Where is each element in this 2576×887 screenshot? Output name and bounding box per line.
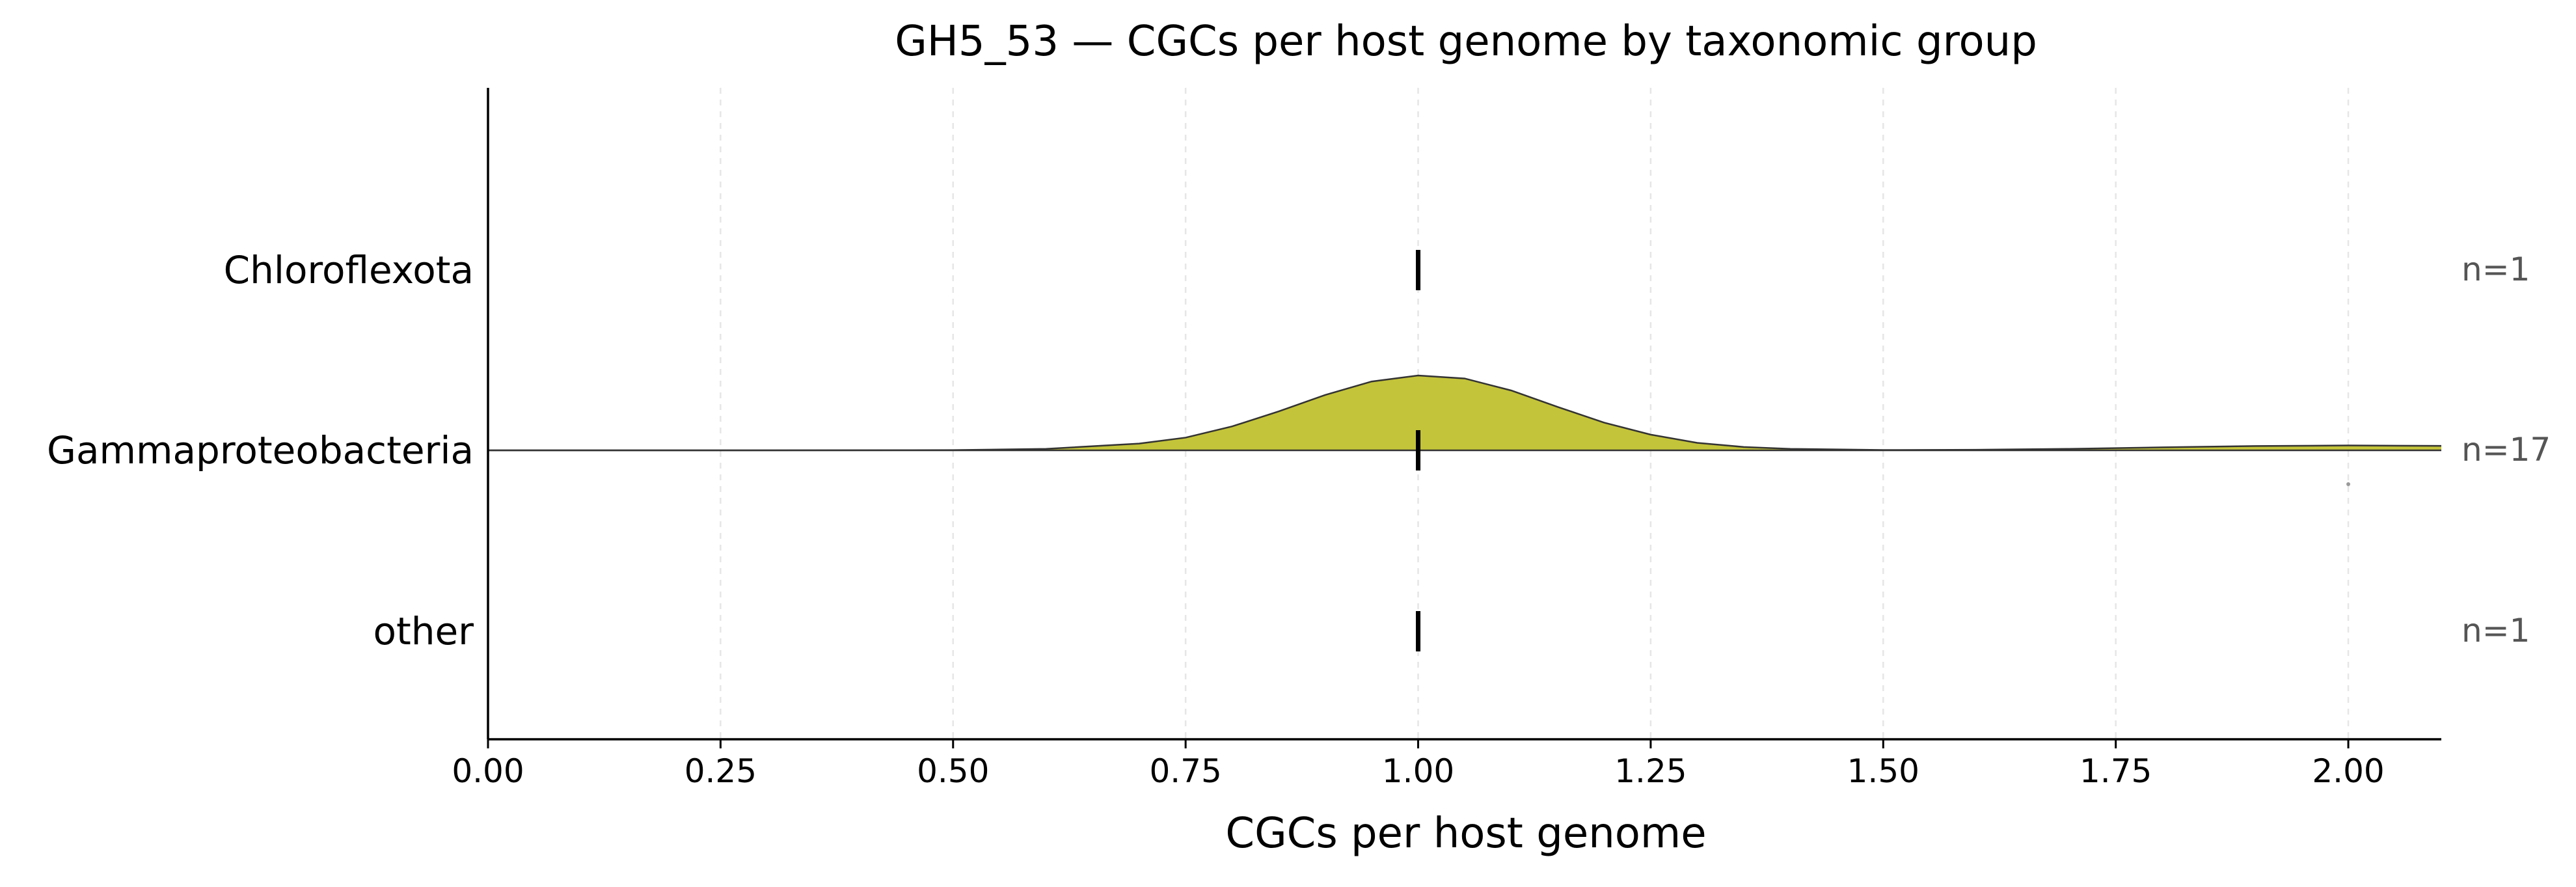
n-count-label-gammaproteobacteria: n=17 <box>2461 431 2551 469</box>
y-category-label-chloroflexota: Chloroflexota <box>224 248 474 292</box>
ridge-layer <box>488 250 2442 651</box>
data-point-gammaproteobacteria <box>2346 482 2351 486</box>
x-tick-label: 2.00 <box>2312 752 2384 790</box>
chart-title: GH5_53 — CGCs per host genome by taxonom… <box>895 18 2037 66</box>
n-count-label-other: n=1 <box>2461 612 2530 649</box>
x-tick-label: 0.25 <box>685 752 757 790</box>
x-tick-label: 0.00 <box>452 752 524 790</box>
density-outline-gammaproteobacteria <box>488 374 2442 452</box>
x-tick-label: 1.50 <box>1847 752 1919 790</box>
density-ridge-gammaproteobacteria <box>488 375 2441 450</box>
x-tick-label: 0.75 <box>1149 752 1221 790</box>
axes-layer: Chloroflexota n=1 Gammaproteobacteria n=17 o… <box>47 88 2551 790</box>
y-category-label-other: other <box>373 609 474 653</box>
x-tick-label: 1.25 <box>1614 752 1687 790</box>
x-tick-label: 1.75 <box>2080 752 2152 790</box>
n-count-label-chloroflexota: n=1 <box>2461 251 2530 288</box>
y-category-label-gammaproteobacteria: Gammaproteobacteria <box>47 428 474 472</box>
x-tick-label: 1.00 <box>1382 752 1454 790</box>
x-tick-label: 0.50 <box>917 752 989 790</box>
x-axis-label: CGCs per host genome <box>1225 810 1706 858</box>
